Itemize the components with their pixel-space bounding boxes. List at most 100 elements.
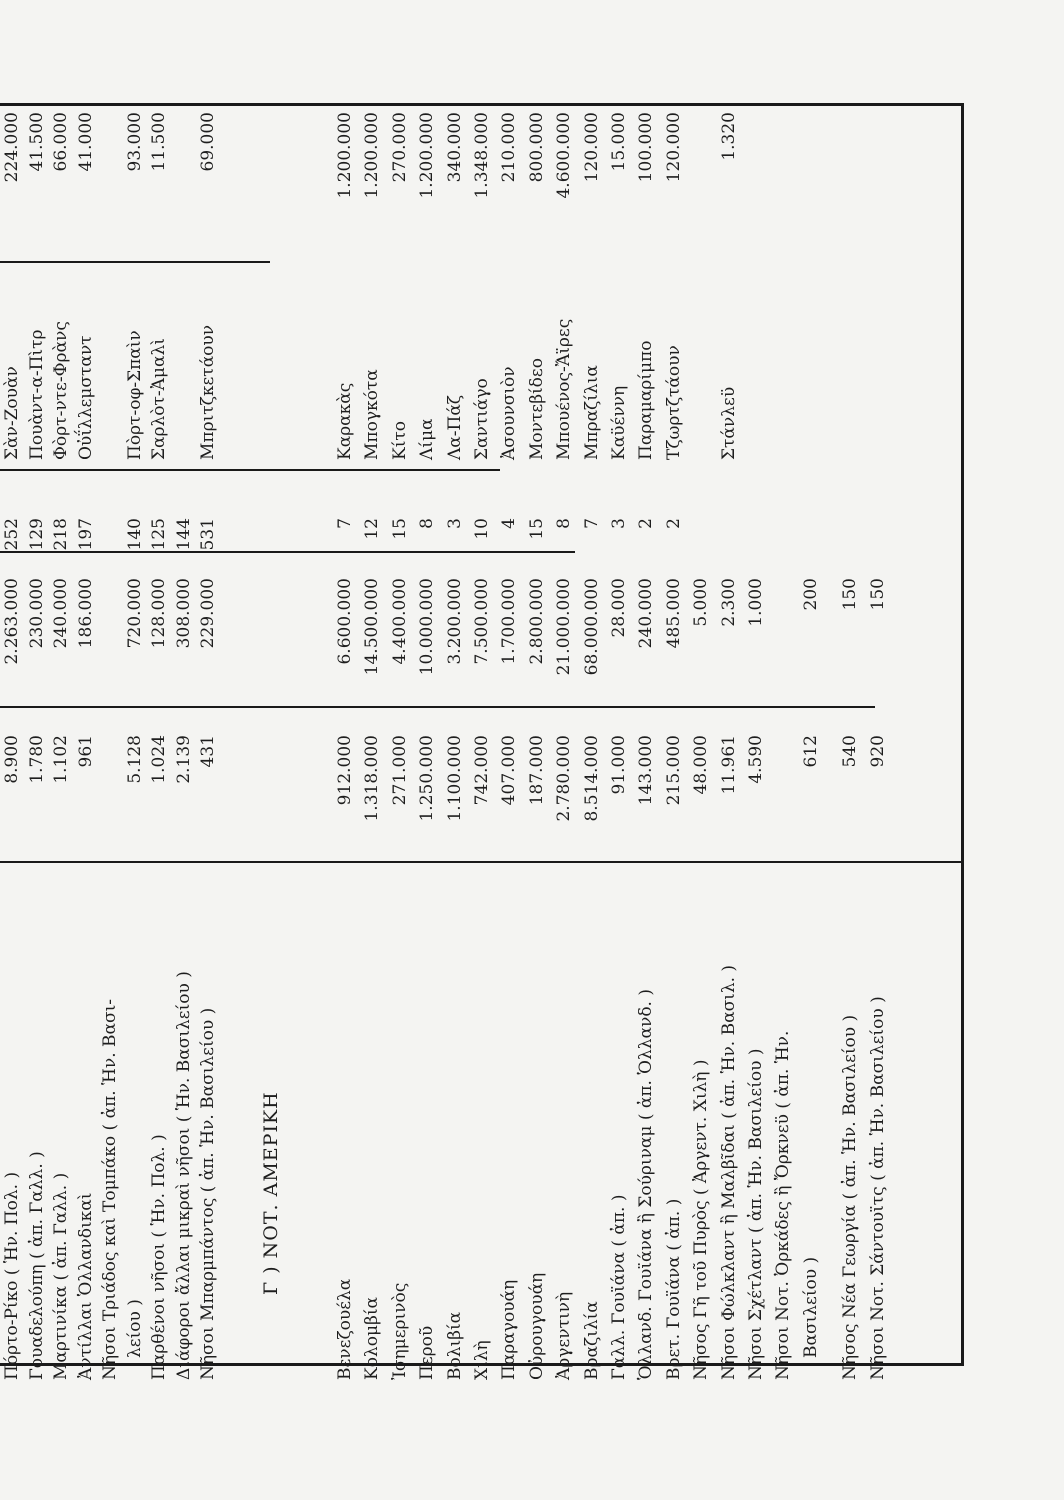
area: 11.961 [718,735,739,795]
area: 612 [800,735,821,768]
country-name: Βραζιλία [581,1301,602,1380]
density: 3 [609,518,629,529]
area: 912.000 [335,735,355,806]
capital-population: 41.000 [75,112,96,172]
capital: Σὰν-Ζουὰν [2,366,22,460]
country-name: Νῆσοι Μπαρμπάντος ( ἀπ. Ἡν. Βασιλείου ) [198,1007,218,1380]
country-name: Νῆσος Γῆ τοῦ Πυρὸς ( Ἀργεντ. Χιλὴ ) [691,1059,712,1381]
country-name: Γουαδελούπη ( ἀπ. Γαλλ. ) [26,1151,47,1380]
area: 91.000 [609,735,629,795]
capital: Πουὰντ-α-Πὶτρ [26,329,47,460]
capital: Μπραζίλια [581,365,602,460]
density: 197 [75,518,96,551]
area: 540 [840,735,861,768]
area: 215.000 [663,735,684,806]
area: 1.780 [26,735,47,784]
area: 48.000 [691,735,712,795]
population: 150 [840,578,861,611]
area: 187.000 [526,735,547,806]
capital: Σαρλὸτ-Ἀμαλὶ [149,338,169,460]
country-name: Νῆσοι Τριάδος καὶ Τομπάκο ( ἀπ. Ἡν. Βασι… [100,998,120,1380]
capital-population: 1.348.000 [472,112,492,199]
population: 150 [867,578,888,611]
capital-population: 1.200.000 [362,112,383,199]
country-name: Νῆσοι Φώλκλαντ ἢ Μαλβῖδαι ( ἀπ. Ἡν. Βασι… [718,964,739,1380]
capital-population: 120.000 [581,112,602,183]
table-border-right [0,103,964,106]
population: 1.000 [746,578,766,627]
density: 7 [581,518,602,529]
capital: Τζωρτζτάουν [663,345,684,460]
capital: Σαντιάγο [472,378,492,460]
country-name: Βρετ. Γουϊάνα ( ἀπ. ) [663,1198,684,1380]
area: 2.780.000 [554,735,575,822]
area: 2.139 [173,735,194,784]
density: 3 [444,518,465,529]
area: 5.128 [124,735,145,784]
country-name: Κολομβία [362,1297,383,1380]
area: 961 [75,735,96,768]
area: 8.514.000 [581,735,602,822]
country-name: Μαρτινίκα ( ἀπ. Γαλλ. ) [51,1172,71,1380]
capital: Μοντεβίδεο [526,358,547,460]
capital: Ἀσουνσιὸν [499,366,520,460]
area: 920 [867,735,888,768]
area: 1.024 [149,735,169,784]
country-name: Ἰσημερινὸς [389,1282,410,1380]
area: 4.590 [746,735,766,784]
capital-population: 66.000 [51,112,71,172]
area: 407.000 [499,735,520,806]
country-name: Νῆσοι Σχέτλαντ ( ἀπ. Ἡν. Βασιλείου ) [746,1048,766,1381]
capital: Κίτο [389,420,410,460]
density: 531 [198,518,218,551]
density: 218 [51,518,71,551]
country-name: Ἀργεντινὴ [554,1291,575,1380]
capital: Λίμα [417,418,438,460]
section-heading: Γ ) ΝΟΤ. ΑΜΕΡΙΚΗ [260,1091,282,1295]
density: 4 [499,518,520,529]
capital: Λα-Πάζ [444,394,465,460]
area: 1.100.000 [444,735,465,822]
population: 200 [800,578,821,611]
capital-population: 15.000 [609,112,629,172]
area: 431 [198,735,218,768]
area: 1.250.000 [417,735,438,822]
capital: Στάνλεϋ [718,386,739,460]
population: 2.300 [718,578,739,627]
capital: Φὸρτ-ντε-Φρὰνς [51,321,71,460]
density: 7 [335,518,355,529]
capital-population: 120.000 [663,112,684,183]
density: 15 [389,518,410,540]
country-name: Παραγουάη [499,1279,520,1380]
table-border-bottom [961,103,964,1366]
capital-population: 1.320 [718,112,739,161]
country-name: Οὐρουγουάη [526,1272,547,1380]
area: 1.318.000 [362,735,383,822]
density: 140 [124,518,145,551]
country-name: λείου ) [124,1299,145,1358]
area: 143.000 [636,735,657,806]
country-name: Ἀντίλλαι Ὁλλανδικαὶ [75,1192,96,1380]
country-name: Βολιβία [444,1311,465,1380]
density: 2 [636,518,657,529]
capital-population: 1.200.000 [335,112,355,199]
capital-population: 210.000 [499,112,520,183]
country-name: Ὁλλανδ. Γουϊάνα ἢ Σούριναμ ( ἀπ. Ὁλλανδ.… [636,989,657,1380]
capital-population: 224.000 [2,112,22,183]
capital: Μπριτζκετάουν [198,324,218,460]
capital: Παραμαρίμπο [636,340,657,460]
capital: Μπουένος-Ἄϊρες [554,318,575,460]
density: 8 [417,518,438,529]
country-name: Βασιλείου ) [800,1256,821,1358]
density: 8 [554,518,575,529]
density: 12 [362,518,383,540]
capital-population: 93.000 [124,112,145,172]
capital: Πὸρτ-οφ-Σπαὶν [124,330,145,460]
capital: Καρακὰς [335,382,355,460]
capital: Μπογκότα [362,369,383,460]
capital-population: 800.000 [526,112,547,183]
capital: Καϋέννη [609,385,629,460]
density: 144 [173,518,194,551]
